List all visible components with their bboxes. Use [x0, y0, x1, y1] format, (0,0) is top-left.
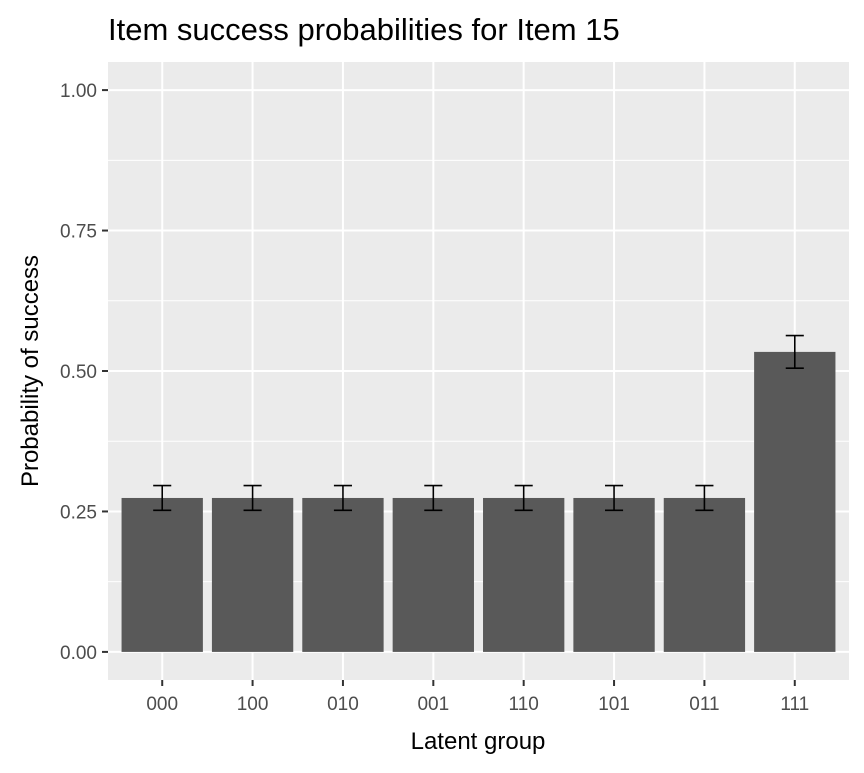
error-bar-110 [514, 484, 533, 512]
x-tick-label: 111 [780, 694, 809, 715]
x-tick-label: 101 [598, 694, 630, 715]
error-bar-100 [243, 484, 262, 512]
x-tick-label: 000 [146, 694, 178, 715]
error-bar-010 [333, 484, 352, 512]
y-axis-label: Probability of success [17, 255, 44, 487]
axes: 0.00 0.25 0.50 0.75 1.00 000 100 010 001 110 101 01… [60, 81, 809, 715]
x-tick-label: 011 [689, 694, 719, 715]
x-tick-label: 100 [237, 694, 269, 715]
bars [121, 351, 836, 652]
bar-111 [754, 351, 836, 652]
x-tick-label: 110 [509, 694, 539, 715]
y-tick-label: 0.25 [60, 502, 97, 523]
y-tick-label: 0.00 [60, 643, 97, 664]
error-bar-001 [424, 484, 443, 512]
chart-title: Item success probabilities for Item 15 [108, 12, 620, 47]
x-axis-label: Latent group [411, 728, 546, 755]
bar-001 [392, 497, 474, 652]
bar-010 [302, 497, 384, 652]
y-tick-label: 0.50 [60, 362, 97, 383]
error-bar-011 [695, 484, 714, 512]
bar-101 [573, 497, 655, 652]
y-tick-label: 1.00 [60, 81, 97, 102]
bar-011 [663, 497, 746, 652]
error-bars [153, 334, 804, 512]
y-tick-label: 0.75 [60, 222, 97, 243]
x-tick-label: 010 [327, 694, 359, 715]
x-tick-label: 001 [417, 694, 449, 715]
bar-110 [483, 497, 565, 652]
error-bar-000 [153, 484, 172, 512]
bar-000 [121, 497, 203, 652]
bar-100 [211, 497, 294, 652]
error-bar-101 [605, 484, 624, 512]
error-bar-111 [785, 334, 804, 369]
